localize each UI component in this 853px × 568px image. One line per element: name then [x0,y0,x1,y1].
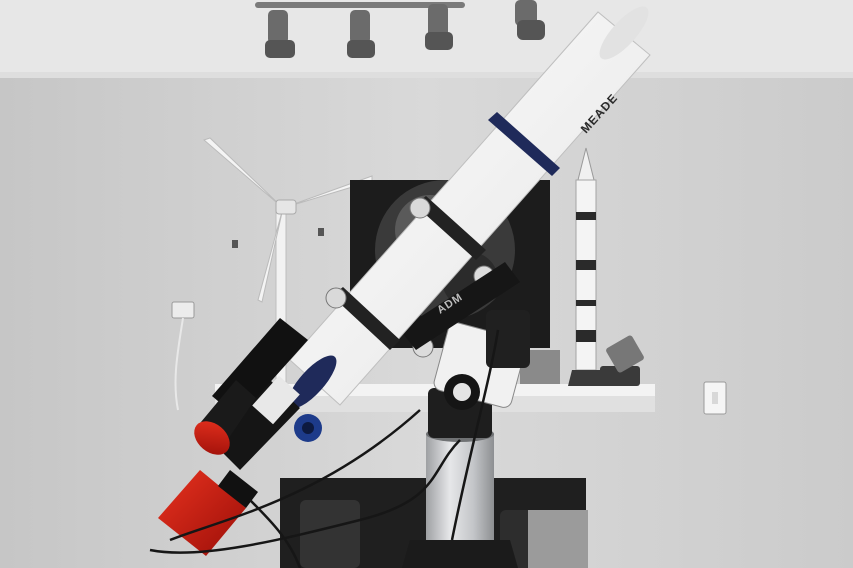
track-lights [255,0,545,58]
dovetail-bar [400,262,520,350]
focuser [212,375,322,470]
guide-camera [194,421,230,455]
equatorial-mount [412,265,530,438]
telescope-tube [287,6,651,409]
wall-outlet [171,301,195,319]
rocket-model [568,147,604,386]
cables [149,329,500,568]
imaging-camera [158,470,258,556]
